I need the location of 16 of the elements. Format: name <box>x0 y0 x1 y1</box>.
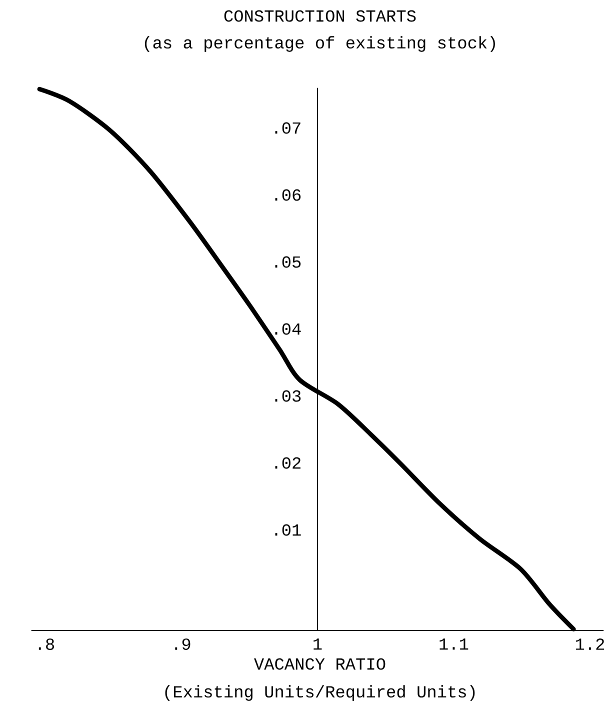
x-tick-label: .9 <box>175 638 190 650</box>
chart-title: CONSTRUCTION STARTS <box>224 10 416 22</box>
y-tick-label: .07 <box>275 122 300 134</box>
y-tick-label: .05 <box>275 256 301 268</box>
x-tick-label: 1.2 <box>576 638 604 650</box>
text: (Existing Units/Required Units) <box>165 685 475 701</box>
x-axis-title: VACANCY RATIO <box>254 658 386 670</box>
chart-subtitle: (as a percentage of existing stock) <box>144 36 495 52</box>
y-tick-label: .03 <box>275 390 301 402</box>
x-tick-label: 1 <box>314 638 322 650</box>
y-tick-label: .01 <box>275 524 301 536</box>
y-tick-label: .04 <box>275 323 301 335</box>
x-tick-label: 1.1 <box>440 638 468 650</box>
x-tick-label: .8 <box>38 638 54 650</box>
y-tick-label: .06 <box>275 189 301 201</box>
y-tick-label: .02 <box>275 457 300 469</box>
